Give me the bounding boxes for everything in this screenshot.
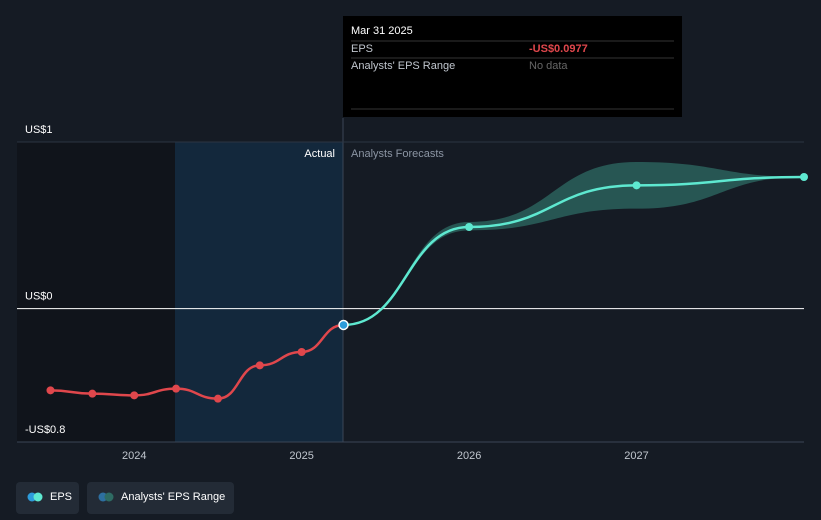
legend-item[interactable]	[16, 482, 79, 514]
legend-label: Analysts' EPS Range	[121, 491, 225, 503]
eps-point	[88, 389, 97, 398]
forecast-label: Analysts Forecasts	[351, 148, 444, 160]
eps-range-area	[343, 162, 804, 325]
eps-point	[338, 319, 349, 331]
eps-point	[255, 361, 264, 370]
eps-point	[130, 391, 139, 400]
legend-label: EPS	[50, 491, 72, 503]
tooltip-eps-label: EPS	[351, 43, 373, 55]
eps-point	[172, 384, 181, 393]
past-region	[17, 142, 175, 442]
x-tick-label: 2026	[457, 450, 481, 462]
legend-item[interactable]	[87, 482, 234, 514]
forecast-line	[343, 175, 805, 327]
x-tick-label: 2027	[624, 450, 648, 462]
x-tick-label: 2025	[289, 450, 313, 462]
y-tick-label: US$1	[25, 124, 53, 136]
x-tick-label: 2024	[122, 450, 146, 462]
legend-swatch	[104, 492, 114, 502]
tooltip-range-label: Analysts' EPS Range	[351, 60, 455, 72]
forecast-point	[632, 181, 641, 190]
y-tick-label: -US$0.8	[25, 424, 65, 436]
tooltip-eps-value: -US$0.0977	[529, 43, 588, 55]
forecast-point	[800, 173, 808, 181]
tooltip	[343, 16, 682, 117]
actual-label: Actual	[304, 148, 335, 160]
y-tick-label: US$0	[25, 291, 53, 303]
eps-point	[213, 394, 222, 403]
forecast-point	[465, 223, 474, 231]
tooltip-date: Mar 31 2025	[351, 25, 413, 37]
eps-point	[297, 348, 306, 356]
legend-swatch	[33, 492, 43, 502]
actual-region	[175, 142, 343, 442]
tooltip-range-value: No data	[529, 60, 568, 72]
eps-point	[46, 386, 55, 395]
